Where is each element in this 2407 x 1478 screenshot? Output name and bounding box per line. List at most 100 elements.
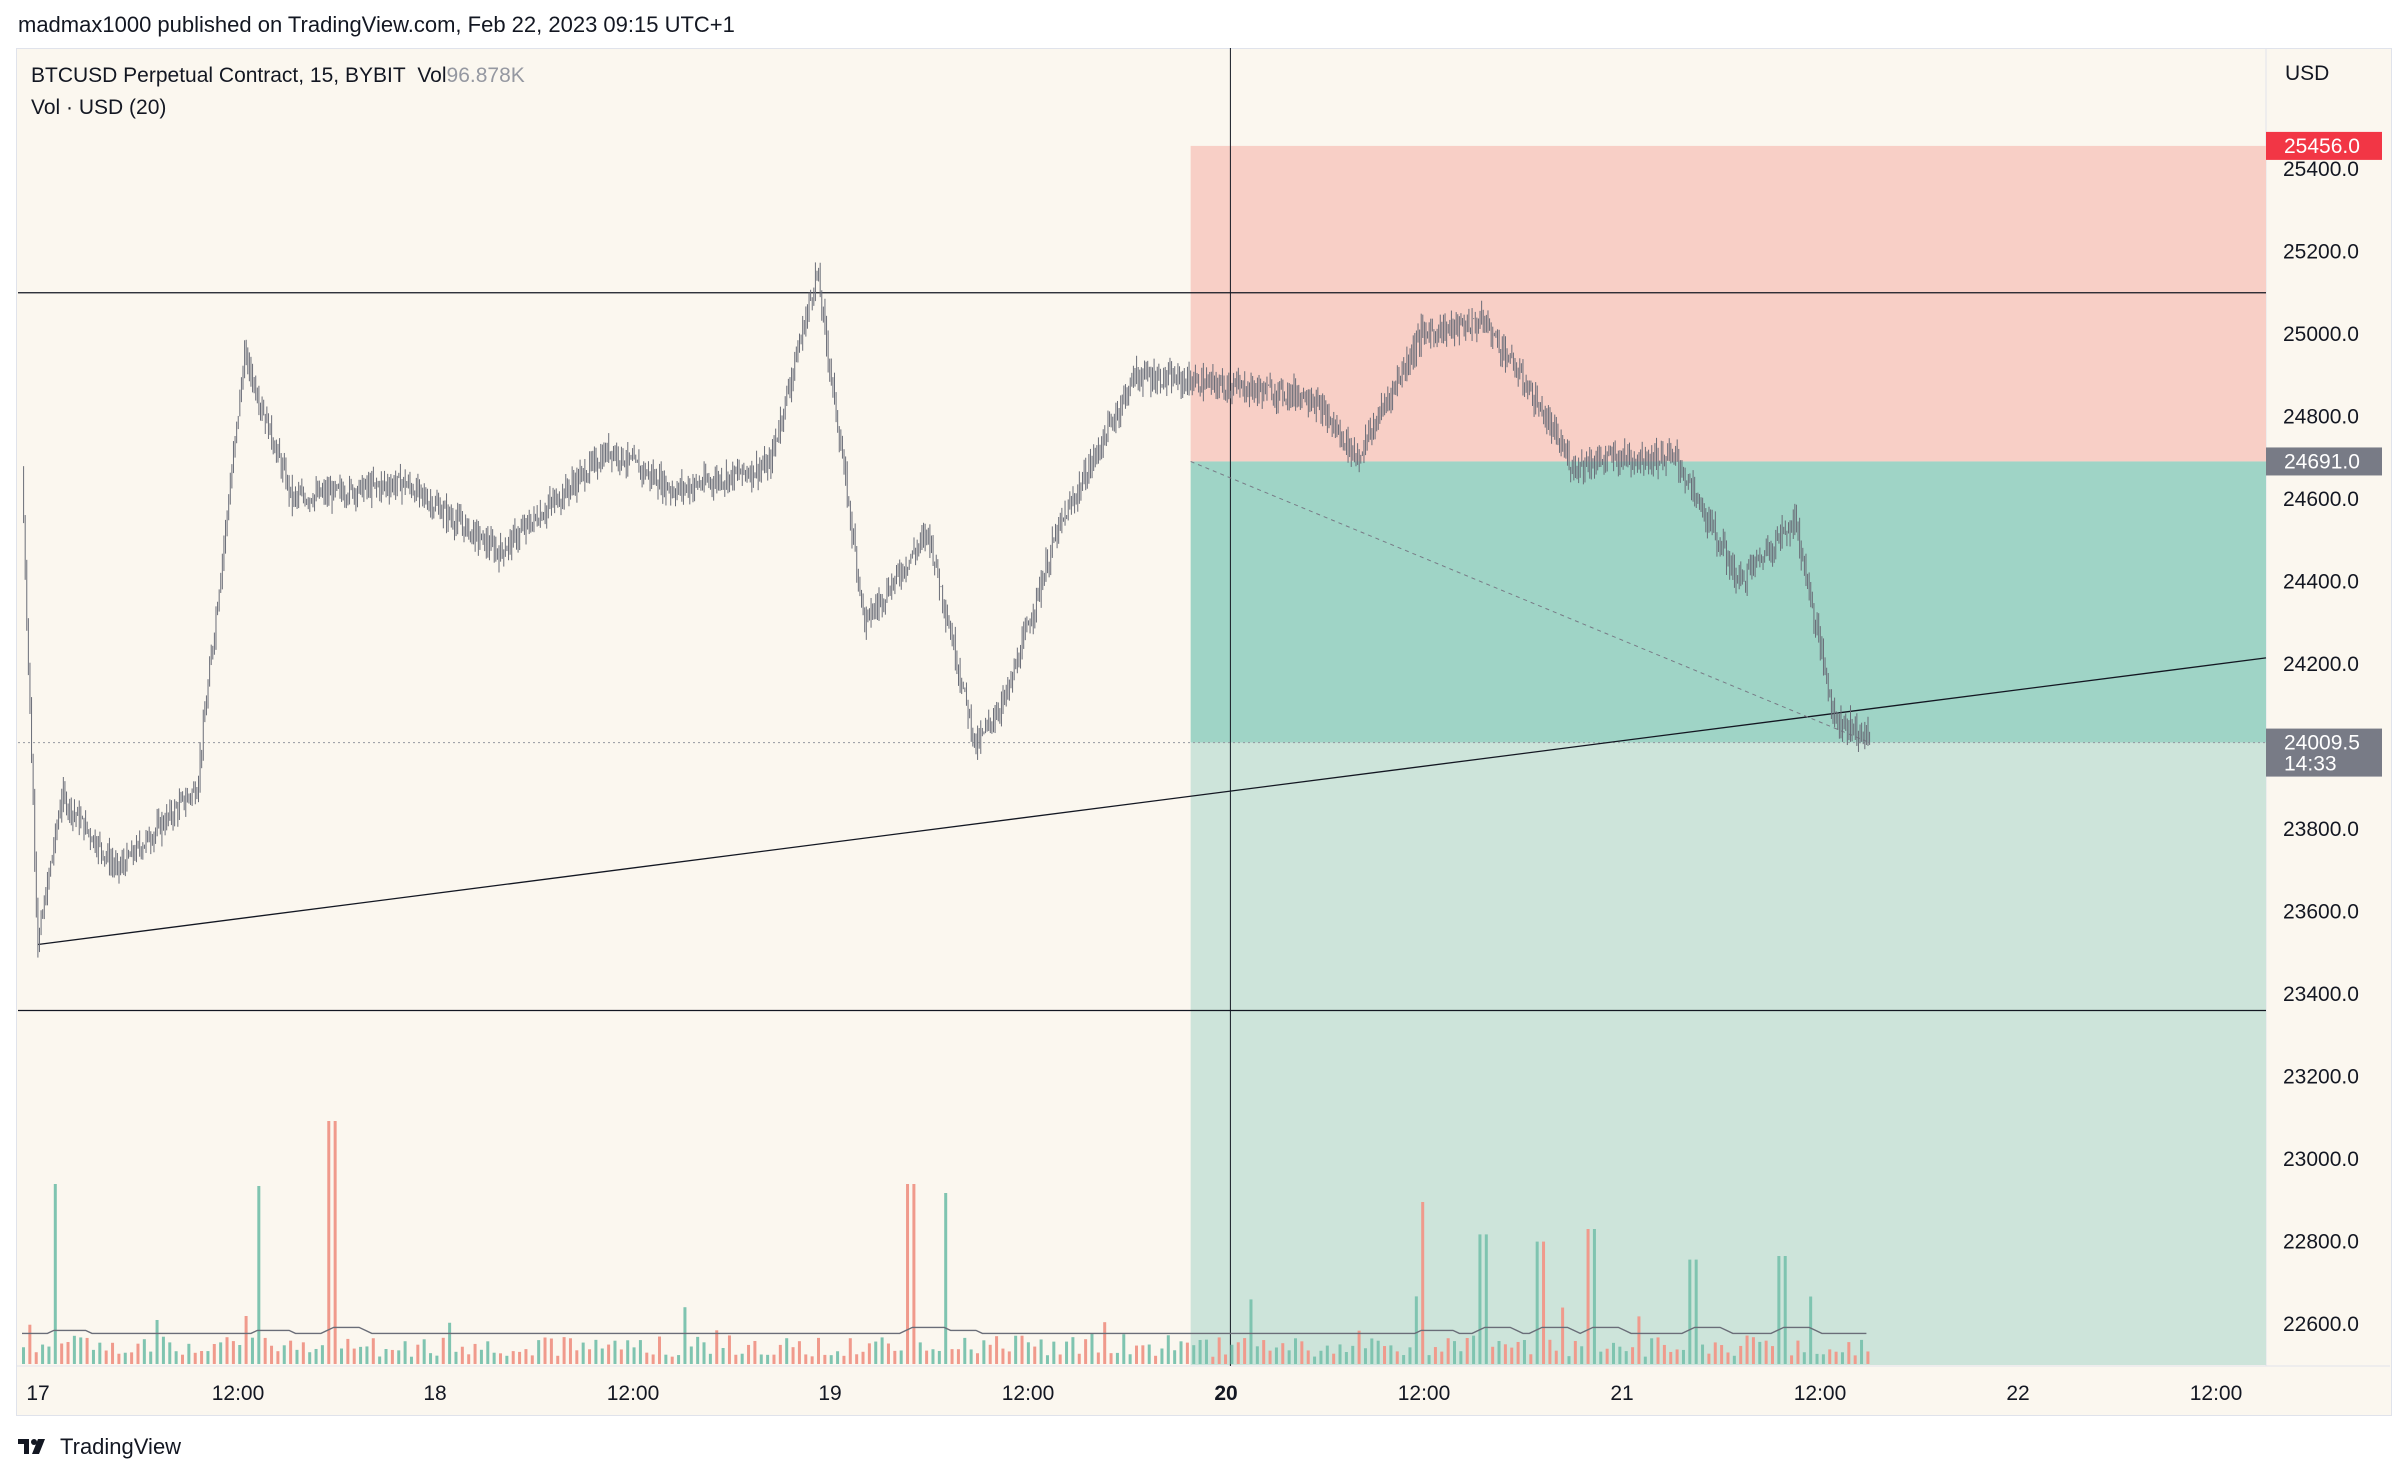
x-tick-label: 12:00	[212, 1382, 265, 1405]
volume-bar	[1065, 1341, 1069, 1364]
vol-indicator-legend[interactable]: Vol · USD (20)	[31, 96, 167, 119]
volume-bar	[632, 1347, 636, 1364]
volume-bar	[429, 1353, 433, 1364]
volume-bar	[581, 1342, 585, 1364]
volume-bar	[817, 1337, 820, 1364]
tradingview-branding[interactable]: TradingView	[18, 1434, 181, 1460]
volume-bar	[1306, 1350, 1310, 1364]
y-tick-label: 22800.0	[2283, 1231, 2359, 1254]
volume-bar	[187, 1343, 191, 1364]
vol-label: Vol	[417, 64, 447, 87]
volume-bar	[1236, 1342, 1240, 1364]
countdown-label: 14:33	[2284, 753, 2337, 776]
volume-bar	[1815, 1353, 1819, 1364]
volume-bar	[1764, 1340, 1768, 1364]
symbol-legend[interactable]: BTCUSD Perpetual Contract, 15, BYBIT Vol…	[31, 64, 525, 88]
volume-bar	[1262, 1340, 1266, 1364]
volume-bar	[645, 1352, 649, 1364]
volume-bar	[1332, 1353, 1336, 1364]
volume-bar	[505, 1355, 509, 1364]
volume-bar	[562, 1337, 566, 1364]
volume-bar	[1376, 1340, 1380, 1364]
volume-bar	[1720, 1345, 1724, 1364]
volume-bar	[848, 1338, 852, 1364]
volume-bar	[944, 1193, 948, 1364]
volume-bar	[1847, 1342, 1851, 1364]
volume-bar	[47, 1346, 51, 1364]
x-tick-label: 12:00	[2190, 1382, 2243, 1405]
volume-bar	[1446, 1338, 1450, 1364]
volume-bar	[1828, 1349, 1832, 1364]
volume-bar	[696, 1336, 700, 1364]
volume-bar	[1573, 1340, 1577, 1364]
volume-bar	[804, 1354, 808, 1364]
volume-bar	[1052, 1341, 1056, 1364]
x-tick-label: 12:00	[1794, 1382, 1847, 1405]
volume-bar	[721, 1347, 725, 1364]
volume-bar	[168, 1342, 172, 1364]
volume-bar	[1077, 1353, 1081, 1364]
y-tick-label: 25200.0	[2283, 241, 2359, 264]
volume-bar	[658, 1336, 661, 1364]
volume-bar	[1554, 1350, 1558, 1364]
volume-bar	[1370, 1338, 1374, 1364]
position-projection-line	[1190, 461, 1870, 744]
volume-bar	[34, 1352, 38, 1364]
volume-bar	[422, 1339, 426, 1364]
volume-bar	[1383, 1346, 1387, 1364]
volume-bar	[1840, 1352, 1844, 1364]
volume-bar	[1211, 1356, 1215, 1364]
volume-bar	[1166, 1335, 1170, 1364]
volume-bar	[1459, 1351, 1463, 1364]
volume-bar	[702, 1342, 706, 1364]
volume-bar	[1135, 1345, 1138, 1364]
volume-bar	[1586, 1229, 1590, 1364]
volume-bar	[479, 1349, 483, 1364]
volume-bar	[740, 1353, 744, 1364]
volume-bar	[250, 1337, 254, 1364]
volume-bar	[1497, 1341, 1501, 1364]
volume-bar	[867, 1343, 871, 1364]
x-tick-label: 17	[26, 1382, 49, 1405]
volume-bar	[1014, 1335, 1018, 1364]
volume-bar	[1751, 1337, 1755, 1364]
volume-bar	[1198, 1339, 1202, 1364]
volume-bar	[626, 1340, 630, 1364]
volume-bar	[1656, 1337, 1660, 1364]
y-tick-label: 23600.0	[2283, 901, 2359, 924]
volume-bar	[378, 1356, 382, 1364]
volume-bar	[1491, 1346, 1495, 1364]
volume-bar	[1249, 1299, 1253, 1364]
volume-bar	[244, 1316, 248, 1364]
volume-bar	[511, 1351, 515, 1364]
volume-bar	[289, 1340, 293, 1364]
volume-bar	[797, 1341, 801, 1364]
volume-bar	[1694, 1259, 1698, 1364]
volume-bar	[1758, 1341, 1762, 1364]
volume-bar	[1363, 1348, 1367, 1364]
volume-bar	[314, 1348, 318, 1364]
volume-bar	[1612, 1342, 1615, 1364]
volume-bar	[397, 1350, 401, 1364]
volume-bar	[181, 1354, 184, 1364]
volume-bar	[772, 1354, 776, 1364]
volume-bar	[1853, 1355, 1857, 1364]
volume-bar	[1465, 1337, 1469, 1364]
volume-bar	[956, 1349, 960, 1364]
volume-bar	[906, 1184, 910, 1364]
volume-bar	[206, 1351, 210, 1364]
x-tick-label: 18	[423, 1382, 446, 1405]
volume-bar	[1319, 1350, 1323, 1364]
volume-bar	[1357, 1330, 1361, 1364]
volume-bar	[664, 1354, 668, 1364]
volume-bar	[1281, 1343, 1285, 1364]
volume-bar	[708, 1353, 712, 1364]
y-tick-label: 24200.0	[2283, 653, 2359, 676]
volume-bar	[492, 1352, 496, 1364]
volume-ma-line	[22, 1326, 1867, 1335]
volume-bar	[1592, 1229, 1596, 1364]
volume-bar	[1529, 1354, 1533, 1364]
volume-bar	[327, 1121, 331, 1364]
volume-bar	[1389, 1345, 1393, 1364]
